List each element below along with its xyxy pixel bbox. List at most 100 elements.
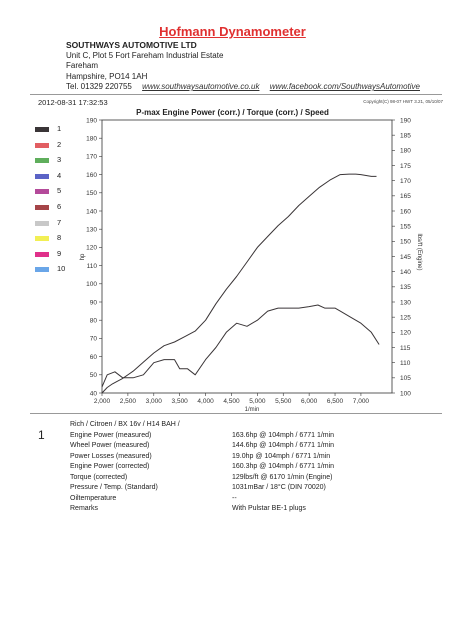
y-left-tick-label: 190 (86, 117, 97, 124)
y-right-tick-label: 160 (400, 208, 411, 215)
telephone: Tel. 01329 220755 (66, 82, 132, 91)
x-tick-label: 5,500 (275, 398, 292, 405)
y-right-tick-label: 185 (400, 132, 411, 139)
legend-item: 6 (30, 202, 70, 214)
legend-label: 2 (57, 139, 62, 149)
y-left-tick-label: 90 (90, 299, 98, 306)
legend-label: 3 (57, 155, 62, 165)
legend-label: 1 (57, 124, 62, 133)
x-tick-label: 3,000 (146, 398, 163, 405)
legend-label: 6 (57, 202, 62, 211)
x-tick-label: 4,500 (223, 398, 240, 405)
vehicle-description: Rich / Citroen / BX 16v / H14 BAH / (70, 421, 180, 428)
address-line-2: Fareham (66, 61, 99, 70)
x-tick-label: 3,500 (172, 398, 189, 405)
x-tick-label: 7,000 (353, 398, 370, 405)
result-value: With Pulstar BE-1 plugs (232, 505, 306, 512)
legend-item: 1 (30, 124, 70, 136)
legend-item: 7 (30, 218, 70, 230)
y-left-tick-label: 140 (86, 208, 97, 215)
y-right-tick-label: 115 (400, 345, 411, 352)
x-axis-label: 1/min (245, 407, 260, 413)
legend-item: 10 (30, 264, 70, 276)
y-left-tick-label: 80 (90, 318, 98, 325)
y-right-tick-label: 135 (400, 284, 411, 291)
contact-line: Tel. 01329 220755 www.southwaysautomotiv… (66, 82, 420, 93)
result-value: 160.3hp @ 104mph / 6771 1/min (232, 463, 335, 470)
result-label: Oiltemperature (70, 494, 117, 502)
company-block: SOUTHWAYS AUTOMOTIVE LTD Unit C, Plot 5 … (66, 40, 420, 93)
x-tick-label: 6,500 (327, 398, 344, 405)
result-row: Wheel Power (measured) 144.6hp @ 104mph /… (70, 442, 450, 452)
legend-item: 5 (30, 186, 70, 198)
torque-curve (101, 304, 380, 388)
chart-title: P-max Engine Power (corr.) / Torque (cor… (136, 108, 329, 117)
x-tick-label: 2,500 (120, 398, 137, 405)
legend-swatch (35, 127, 49, 132)
chart-divider (30, 413, 442, 414)
result-value: 1031mBar / 18°C (DIN 70020) (232, 484, 326, 491)
result-row: Oiltemperature -- (70, 495, 450, 505)
y-right-tick-label: 130 (400, 299, 411, 306)
result-row: Engine Power (corrected) 160.3hp @ 104mph… (70, 463, 450, 473)
y-left-tick-label: 40 (90, 390, 98, 397)
header-divider (30, 94, 442, 95)
x-tick-label: 5,000 (249, 398, 266, 405)
x-tick-label: 4,000 (197, 398, 214, 405)
legend-swatch (35, 189, 49, 195)
run-datetime: 2012-08-31 17:32:53 (38, 98, 108, 107)
x-tick-label: 6,000 (301, 398, 318, 405)
y-left-axis-label: hp (80, 253, 86, 260)
y-right-tick-label: 120 (400, 330, 411, 337)
y-left-tick-label: 70 (90, 336, 98, 343)
address-line-3: Hampshire, PO14 1AH (66, 71, 148, 81)
result-value: 144.6hp @ 104mph / 6771 1/min (232, 442, 335, 449)
result-value: 129lbs/ft @ 6170 1/min (Engine) (232, 473, 333, 481)
address-line-1: Unit C, Plot 5 Fort Fareham Industrial E… (66, 50, 224, 60)
website-link[interactable]: www.southwaysautomotive.co.uk (142, 82, 260, 91)
legend-item: 9 (30, 249, 70, 261)
y-right-tick-label: 180 (400, 148, 411, 155)
plot-frame (101, 119, 393, 394)
result-label: Torque (corrected) (70, 473, 128, 481)
result-label: Wheel Power (measured) (70, 442, 150, 449)
result-label: Engine Power (measured) (70, 431, 152, 439)
y-right-tick-label: 150 (400, 239, 411, 246)
y-right-tick-label: 100 (400, 390, 411, 397)
result-row: Remarks With Pulstar BE-1 plugs (70, 505, 450, 515)
y-right-tick-label: 190 (400, 117, 411, 124)
y-right-tick-label: 170 (400, 178, 411, 185)
y-left-tick-label: 160 (86, 172, 97, 179)
result-row: Engine Power (measured) 163.6hp @ 104mph … (70, 432, 450, 442)
legend-swatch (35, 158, 49, 164)
legend-item: 8 (30, 233, 70, 245)
y-left-tick-label: 180 (86, 136, 97, 143)
result-label: Engine Power (corrected) (70, 463, 150, 470)
y-left-tick-label: 60 (90, 354, 98, 361)
legend-swatch (35, 267, 49, 273)
legend-swatch (35, 205, 49, 210)
result-value: 19.0hp @ 104mph / 6771 1/min (232, 452, 331, 460)
facebook-link[interactable]: www.facebook.com/SouthwaysAutomotive (269, 82, 420, 91)
legend-swatch (35, 142, 49, 148)
y-right-axis-label: lbs/ft (Engine) (416, 233, 422, 270)
legend-swatch (35, 220, 49, 226)
legend-label: 9 (57, 248, 62, 258)
company-name: SOUTHWAYS AUTOMOTIVE LTD (66, 40, 197, 50)
result-row: Power Losses (measured) 19.0hp @ 104mph /… (70, 453, 450, 463)
result-value: -- (232, 494, 237, 502)
y-right-tick-label: 140 (400, 269, 411, 276)
y-right-tick-label: 110 (400, 360, 411, 367)
brand-title: Hofmann Dynamometer (159, 24, 306, 39)
y-left-tick-label: 170 (86, 154, 97, 161)
run-number: 1 (38, 428, 45, 442)
legend-item: 2 (30, 140, 70, 152)
y-right-tick-label: 155 (400, 223, 411, 230)
dyno-chart: 40 50 60 70 80 90 100 110 120 130 140 150 160 170 180 1… (80, 117, 422, 413)
legend-label: 7 (57, 217, 62, 227)
result-label: Pressure / Temp. (Standard) (70, 484, 158, 491)
power-curve (101, 173, 377, 394)
y-left-tick-label: 120 (86, 245, 97, 252)
x-tick-label: 2,000 (94, 398, 111, 405)
legend-swatch (35, 236, 49, 242)
